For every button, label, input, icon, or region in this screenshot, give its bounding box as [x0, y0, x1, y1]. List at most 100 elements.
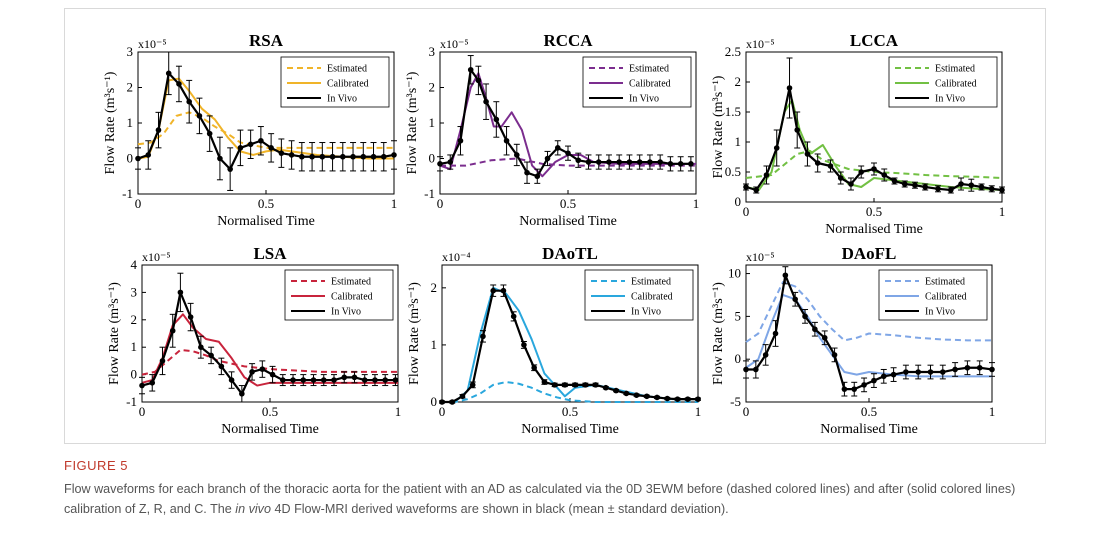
data-point: [382, 377, 389, 383]
y-tick-label: 10: [728, 266, 741, 281]
data-point: [688, 161, 694, 167]
data-point: [361, 377, 368, 383]
data-point: [490, 287, 497, 294]
y-tick-label: 0: [735, 194, 742, 209]
data-point: [901, 181, 908, 187]
panel-lcca: 0 0.5 1 0 0.5 1 1.5 2 2.5 LCCA x10⁻⁵ Normalised Tim…: [711, 31, 1005, 237]
legend-label: Estimated: [925, 277, 965, 288]
x-tick-label: 0.5: [562, 404, 578, 419]
y-tick-label: -5: [730, 394, 741, 409]
series-estimated: [442, 381, 698, 403]
data-point: [380, 153, 387, 160]
data-point: [268, 145, 274, 151]
series-calibrated: [439, 72, 696, 178]
data-point: [437, 161, 443, 167]
data-point: [447, 159, 454, 165]
data-point: [948, 187, 954, 193]
legend-label: In Vivo: [629, 94, 659, 105]
x-axis-label: Normalised Time: [521, 422, 619, 437]
data-point: [459, 393, 466, 400]
y-tick-label: 5: [735, 308, 742, 323]
data-point: [935, 186, 941, 192]
data-point: [329, 153, 336, 160]
data-point: [544, 155, 551, 162]
x-tick-label: 0: [139, 404, 146, 419]
data-point: [952, 366, 958, 373]
data-point: [871, 377, 877, 384]
caption-text: Flow waveforms for each branch of the th…: [64, 479, 1064, 519]
x-tick-label: 1: [695, 404, 702, 419]
data-point: [475, 77, 482, 84]
data-point: [858, 169, 864, 175]
data-point: [871, 166, 877, 172]
data-point: [290, 377, 296, 383]
data-point: [510, 313, 517, 320]
data-point: [613, 387, 619, 394]
data-point: [794, 127, 800, 133]
data-point: [667, 161, 674, 167]
data-point: [467, 66, 474, 73]
data-point: [176, 81, 182, 87]
x-tick-label: 0: [439, 404, 446, 419]
y-tick-label: 1.5: [725, 104, 741, 119]
legend: Estimated Calibrated In Vivo: [888, 56, 998, 108]
data-point: [217, 155, 223, 162]
panel-title: DAoFL: [842, 244, 897, 263]
y-tick-label: 2: [431, 280, 438, 295]
y-tick-label: 3: [429, 44, 436, 59]
series-estimated: [141, 348, 398, 376]
data-point: [331, 377, 337, 383]
y-tick-label: 2.5: [725, 44, 741, 59]
data-point: [493, 116, 500, 123]
data-point: [514, 152, 520, 158]
data-point: [340, 153, 346, 160]
legend-label: Calibrated: [629, 79, 671, 90]
y-tick-label: 0: [131, 367, 138, 382]
data-point: [647, 159, 653, 165]
data-point: [480, 333, 486, 340]
y-axis-label: Flow Rate (m³s⁻¹): [107, 282, 122, 385]
data-point: [531, 364, 537, 371]
series-estimated: [440, 157, 696, 167]
x-tick-label: 0.5: [262, 404, 278, 419]
y-tick-label: 2: [131, 312, 138, 327]
data-point: [786, 85, 793, 91]
data-point: [562, 382, 568, 388]
y-tick-label: 1: [735, 134, 742, 149]
data-point: [319, 153, 326, 160]
y-tick-label: -1: [122, 186, 133, 201]
y-tick-label: 1: [131, 339, 138, 354]
axis-multiplier: x10⁻⁵: [138, 37, 167, 51]
data-point: [309, 153, 315, 160]
data-point: [763, 172, 770, 178]
x-tick-label: 1: [395, 404, 402, 419]
data-point: [976, 364, 983, 371]
data-point: [565, 150, 571, 156]
series-estimated: [745, 281, 992, 343]
data-point: [155, 127, 162, 133]
y-tick-label: 0: [431, 394, 438, 409]
data-point: [186, 98, 192, 105]
data-point: [606, 159, 612, 165]
data-point: [880, 373, 887, 380]
legend-label: Estimated: [631, 277, 671, 288]
x-axis-label: Normalised Time: [217, 214, 315, 229]
data-point: [187, 314, 194, 320]
data-point: [782, 272, 789, 279]
figure-frame: [64, 8, 1046, 444]
x-tick-label: 1: [989, 404, 996, 419]
data-point: [572, 382, 578, 388]
data-point: [483, 98, 489, 105]
data-point: [534, 173, 541, 180]
data-point: [551, 382, 558, 388]
data-point: [674, 396, 681, 402]
data-point: [439, 399, 445, 405]
data-point: [812, 326, 818, 333]
legend-label: Estimated: [331, 277, 371, 288]
data-point: [773, 145, 780, 151]
y-tick-label: 1: [127, 115, 134, 130]
y-tick-label: 2: [429, 80, 436, 95]
data-point: [827, 163, 834, 169]
legend: Estimated Calibrated In Vivo: [878, 269, 988, 321]
